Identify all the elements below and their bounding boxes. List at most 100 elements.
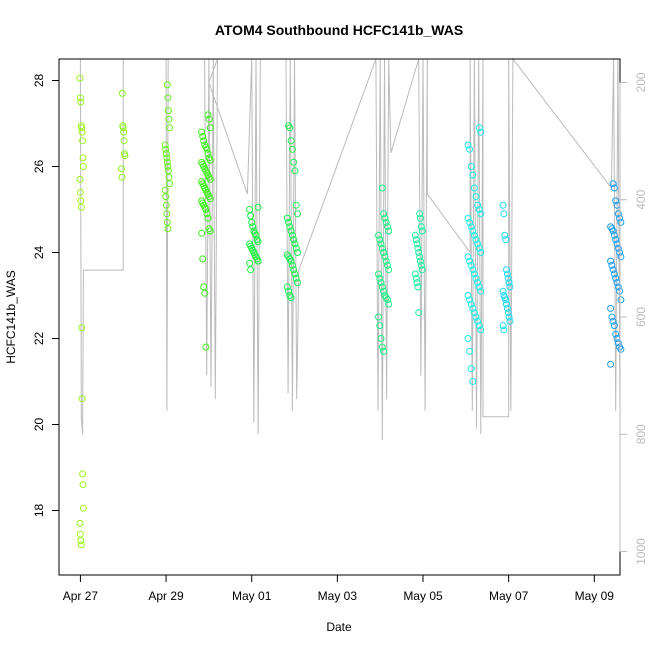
data-point <box>416 257 424 265</box>
data-point <box>617 345 625 353</box>
data-point <box>477 128 485 136</box>
data-point <box>502 236 510 244</box>
data-point <box>469 171 477 179</box>
y-tick-label: 20 <box>32 418 46 432</box>
data-point <box>163 81 171 89</box>
data-point <box>474 240 482 248</box>
data-point <box>617 253 625 261</box>
data-point <box>286 223 294 231</box>
data-point <box>294 279 301 287</box>
data-point <box>288 145 296 153</box>
data-point <box>500 210 508 218</box>
data-point <box>204 111 212 119</box>
data-point <box>617 296 625 304</box>
data-point <box>416 253 424 261</box>
data-point <box>77 98 85 106</box>
data-point <box>286 124 294 132</box>
data-point <box>204 150 212 158</box>
data-point <box>164 163 172 170</box>
data-point <box>375 231 382 239</box>
data-point <box>292 274 300 282</box>
data-point <box>164 225 172 233</box>
chart-title: ATOM4 Southbound HCFC141b_WAS <box>215 22 463 38</box>
data-point <box>287 257 295 265</box>
data-point <box>503 300 510 308</box>
data-point <box>607 360 615 368</box>
y-tick-label: 18 <box>32 504 46 518</box>
data-point <box>466 145 474 153</box>
data-point <box>614 283 622 291</box>
data-point <box>247 266 255 274</box>
data-point <box>118 89 126 97</box>
data-point <box>610 322 618 330</box>
data-point <box>506 317 514 325</box>
data-point <box>418 266 426 274</box>
data-point <box>382 218 390 226</box>
data-point <box>246 206 254 213</box>
data-point <box>254 203 262 211</box>
series-6 <box>375 184 393 355</box>
data-point <box>203 145 211 153</box>
data-point <box>378 244 386 252</box>
data-point <box>118 165 125 173</box>
data-point <box>291 167 299 175</box>
x-axis: Apr 27 Apr 29 May 01 May 03 May 05 May 07 May … <box>63 574 614 603</box>
data-point <box>385 300 393 308</box>
data-point <box>411 231 419 239</box>
data-point <box>470 309 478 317</box>
data-point <box>384 223 391 231</box>
data-point <box>378 343 386 351</box>
data-point <box>76 519 84 527</box>
data-point <box>78 124 86 132</box>
data-point <box>608 261 616 269</box>
y-tick-label: 28 <box>32 74 46 88</box>
data-point <box>165 115 173 123</box>
data-point <box>467 163 475 170</box>
data-point <box>76 188 84 196</box>
data-point <box>412 274 420 282</box>
data-point <box>200 283 208 291</box>
data-point <box>469 227 477 235</box>
data-point <box>477 249 485 256</box>
data-point <box>607 257 615 265</box>
data-point <box>504 309 512 317</box>
right-tick-label: 1000 <box>634 538 648 565</box>
data-point <box>505 279 513 287</box>
data-point <box>612 236 620 244</box>
series-9 <box>499 201 514 334</box>
data-point <box>199 132 207 140</box>
data-point <box>415 309 423 317</box>
data-point <box>79 137 87 145</box>
data-point <box>291 240 299 248</box>
data-point <box>412 236 420 244</box>
data-point <box>467 223 475 231</box>
data-point <box>202 343 210 351</box>
data-point <box>119 124 127 132</box>
data-point <box>501 231 509 239</box>
y-tick-label: 26 <box>32 160 46 174</box>
data-point <box>375 270 382 278</box>
series-1 <box>118 89 129 181</box>
data-point <box>376 274 384 282</box>
data-point <box>466 218 474 226</box>
data-point <box>290 158 298 166</box>
data-point <box>79 481 87 489</box>
data-point <box>505 313 513 321</box>
data-point <box>287 137 295 145</box>
data-point <box>382 257 390 265</box>
data-point <box>610 184 618 192</box>
data-point <box>413 240 421 248</box>
data-point <box>78 324 86 332</box>
data-point <box>202 206 210 213</box>
data-point <box>472 236 480 244</box>
data-point <box>609 266 617 274</box>
data-point <box>76 74 84 82</box>
data-point <box>163 154 171 162</box>
data-point <box>380 347 388 355</box>
data-point <box>464 214 472 222</box>
data-point <box>470 231 478 239</box>
data-point <box>614 244 622 252</box>
data-points-layer <box>76 74 625 549</box>
